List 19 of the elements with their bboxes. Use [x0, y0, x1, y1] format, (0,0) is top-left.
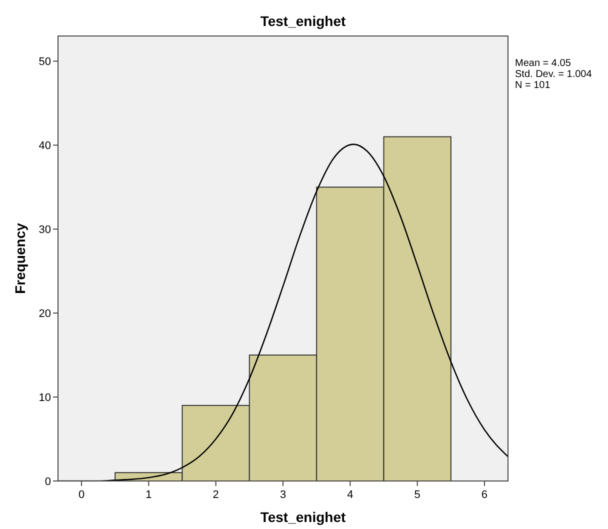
chart-title: Test_enighet: [260, 13, 346, 29]
x-tick-label: 2: [212, 489, 219, 501]
y-tick-label: 10: [38, 392, 51, 404]
x-tick-label: 5: [414, 489, 420, 501]
y-tick-label: 20: [38, 308, 51, 320]
x-tick-label: 4: [347, 489, 354, 501]
x-tick-label: 3: [280, 489, 286, 501]
text: Std. Dev. = 1.004: [515, 69, 592, 80]
y-tick-label: 40: [38, 140, 51, 152]
x-tick-label: 0: [78, 489, 85, 501]
x-axis-title: Test_enighet: [260, 509, 346, 525]
text: Mean = 4.05: [515, 58, 572, 69]
y-tick-label: 0: [44, 476, 51, 488]
text: N = 101: [515, 80, 551, 91]
y-tick-label: 50: [38, 56, 51, 68]
x-tick-label: 1: [146, 489, 152, 501]
y-axis-title: Frequency: [12, 222, 28, 294]
y-tick-label: 30: [38, 224, 51, 236]
x-tick-label: 6: [481, 489, 488, 501]
